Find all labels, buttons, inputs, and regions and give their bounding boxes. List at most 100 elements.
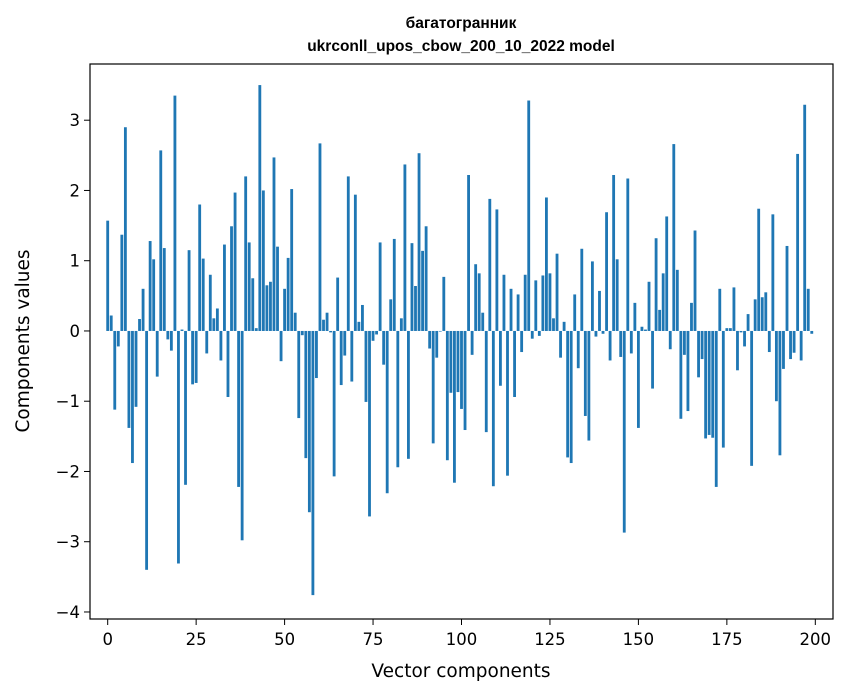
bar-15: [159, 150, 163, 331]
y-axis-ticks: −4 −3 −2 −1 0 1 2 3: [56, 111, 90, 622]
bar-42: [254, 328, 258, 331]
bar-49: [279, 330, 283, 362]
bar-44: [261, 190, 265, 331]
bar-146: [622, 330, 626, 533]
bar-69: [350, 330, 354, 382]
bar-113: [506, 330, 509, 476]
bar-87: [414, 286, 417, 331]
bar-30: [212, 318, 216, 331]
bar-47: [272, 157, 276, 331]
bar-79: [385, 330, 389, 494]
bar-188: [771, 214, 775, 331]
bar-176: [728, 328, 732, 331]
bar-112: [502, 274, 506, 331]
bar-169: [704, 330, 708, 439]
bar-155: [654, 238, 658, 331]
bar-86: [410, 243, 414, 331]
bar-191: [782, 330, 785, 369]
bar-18: [169, 330, 173, 351]
chart-title-line1: багатогранник: [406, 15, 517, 32]
bar-102: [467, 175, 470, 331]
bar-2: [113, 330, 117, 410]
bar-110: [495, 209, 499, 331]
bar-196: [799, 330, 803, 361]
bar-46: [269, 281, 272, 331]
bar-107: [484, 330, 488, 433]
bar-124: [545, 197, 548, 331]
bar-166: [693, 230, 697, 331]
bar-104: [474, 264, 478, 331]
x-tick-label: 0: [102, 630, 113, 649]
bar-162: [679, 330, 683, 419]
y-tick-label: −3: [56, 533, 80, 552]
bar-130: [566, 330, 570, 458]
bar-17: [166, 330, 170, 340]
bar-132: [573, 294, 577, 331]
bar-20: [177, 330, 180, 564]
bar-50: [283, 288, 287, 331]
bar-88: [417, 153, 421, 331]
x-tick-label: 100: [446, 630, 478, 649]
bar-136: [587, 330, 591, 441]
x-axis-ticks: 0 25 50 75 100 125 150 175 200: [102, 619, 831, 649]
bar-187: [767, 330, 771, 353]
bar-194: [792, 330, 796, 353]
bar-75: [371, 330, 375, 341]
bar-76: [375, 330, 378, 335]
bar-55: [300, 330, 304, 336]
y-tick-label: 0: [70, 322, 81, 341]
bar-35: [230, 226, 233, 331]
bar-174: [721, 330, 725, 448]
bar-157: [661, 273, 665, 331]
bar-8: [134, 330, 138, 407]
bar-197: [803, 104, 807, 331]
bar-189: [774, 330, 778, 402]
bar-6: [127, 330, 131, 428]
bar-193: [789, 330, 792, 360]
bar-51: [286, 257, 290, 331]
bar-158: [665, 216, 669, 331]
bar-94: [438, 330, 442, 332]
bar-29: [208, 274, 212, 331]
bar-156: [658, 309, 662, 331]
bar-37: [237, 330, 241, 487]
bar-39: [244, 176, 248, 331]
bar-67: [343, 330, 347, 356]
bar-21: [180, 329, 184, 331]
y-tick-label: 3: [70, 111, 81, 130]
bar-108: [488, 198, 492, 331]
bar-101: [463, 330, 467, 431]
bar-81: [392, 238, 396, 331]
bar-0: [106, 220, 110, 331]
bar-114: [509, 288, 513, 331]
bar-36: [233, 192, 237, 331]
bar-145: [619, 330, 623, 357]
bar-23: [187, 250, 191, 331]
bar-71: [357, 321, 361, 331]
bar-28: [205, 330, 209, 354]
bar-13: [152, 259, 156, 331]
bar-63: [329, 330, 333, 333]
bar-151: [640, 326, 644, 331]
bar-10: [141, 288, 145, 331]
bar-129: [562, 321, 566, 331]
bar-45: [265, 285, 269, 331]
bar-80: [389, 299, 393, 331]
bar-65: [336, 277, 340, 331]
bar-95: [442, 276, 446, 331]
bar-190: [778, 330, 782, 456]
bar-1: [109, 315, 113, 331]
bar-179: [739, 330, 743, 333]
bar-19: [173, 95, 177, 331]
bar-173: [718, 288, 722, 331]
y-tick-label: −2: [56, 462, 80, 481]
bar-52: [290, 189, 294, 331]
x-tick-label: 125: [534, 630, 566, 649]
bar-109: [491, 330, 495, 487]
bar-182: [750, 330, 754, 466]
bar-34: [226, 330, 230, 397]
bar-91: [428, 330, 432, 349]
bar-61: [322, 319, 325, 331]
bar-14: [155, 330, 159, 377]
